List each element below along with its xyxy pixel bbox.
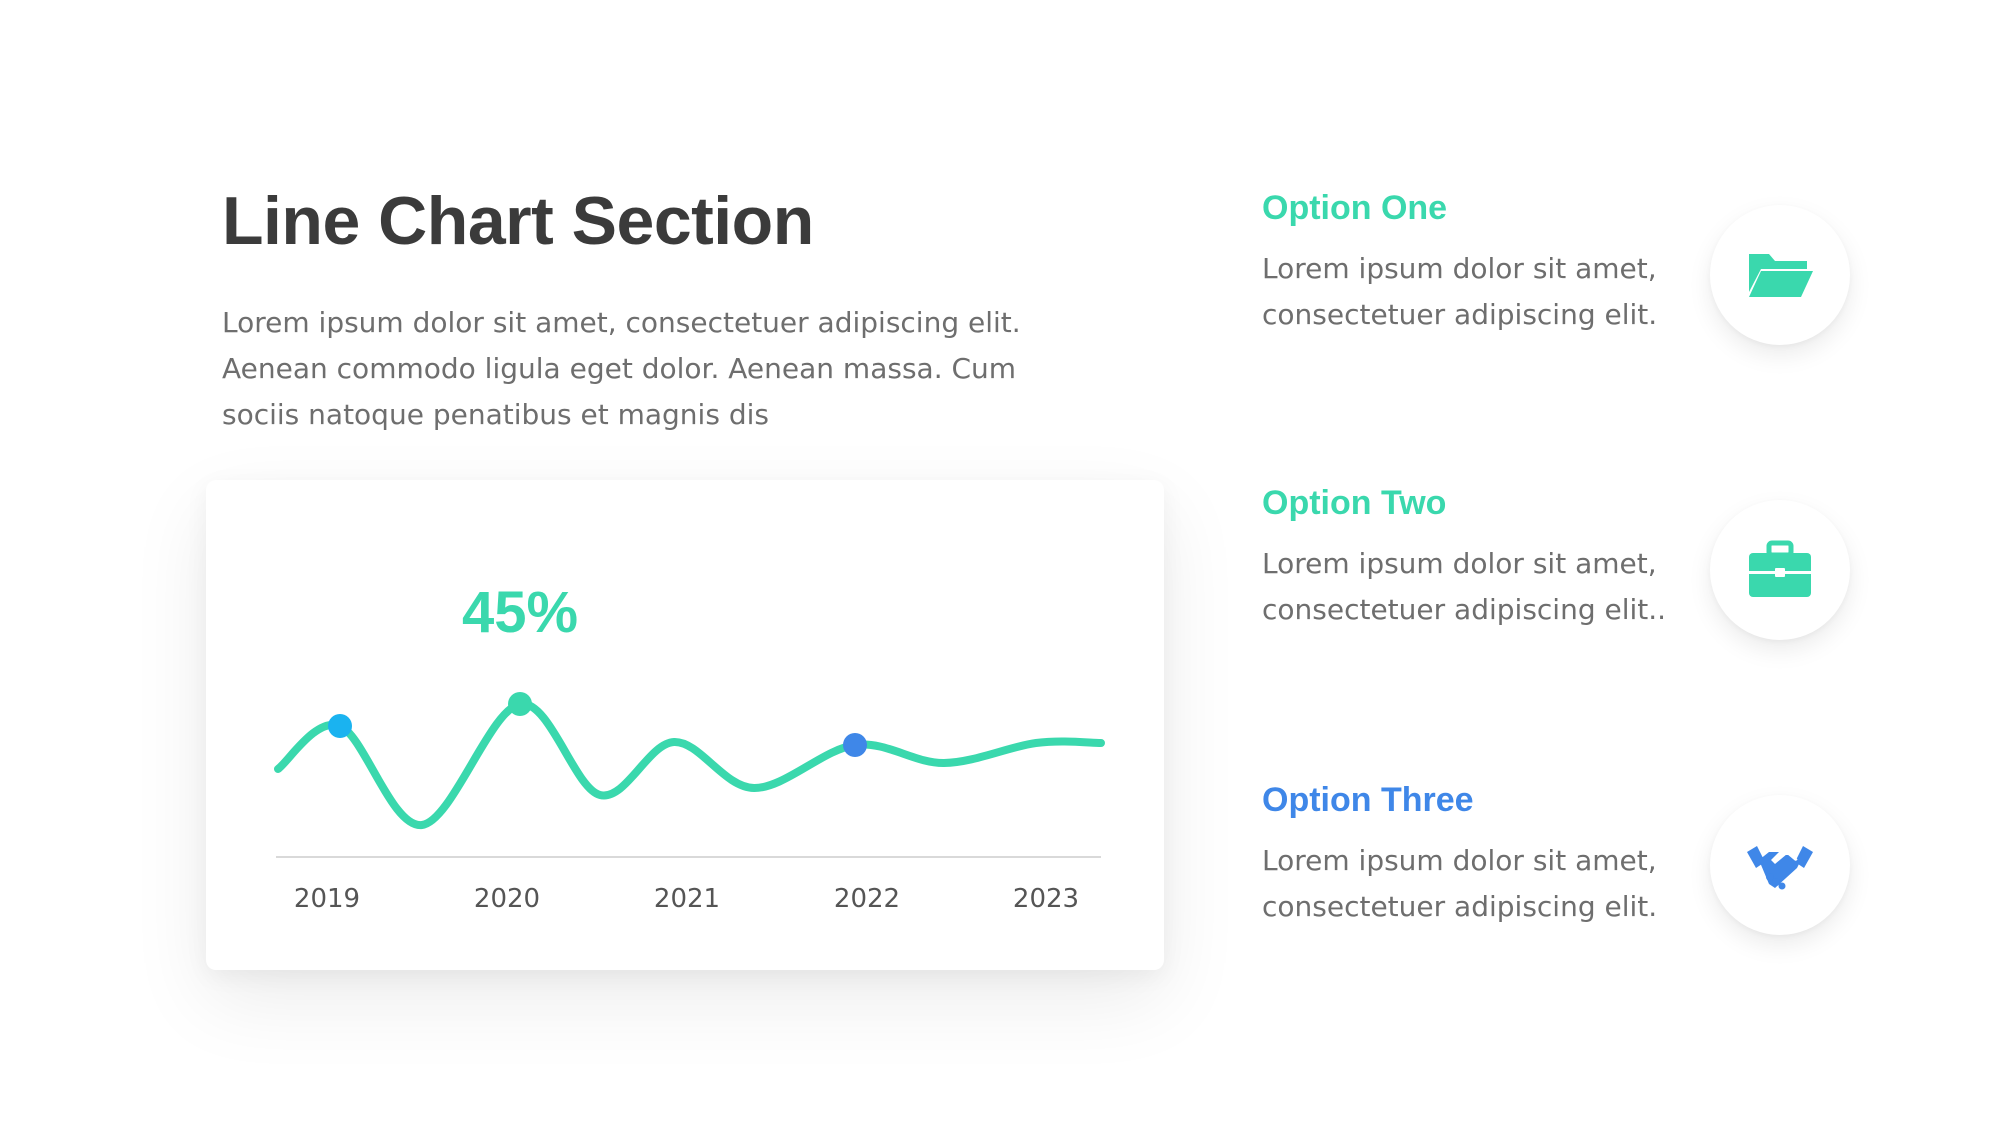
x-tick-label: 2022 xyxy=(834,884,900,914)
handshake-icon xyxy=(1747,846,1813,890)
x-tick-label: 2020 xyxy=(474,884,540,914)
option-one-icon-badge xyxy=(1710,205,1850,345)
line-chart: 45% 2019 2020 2021 2022 2023 xyxy=(274,580,1105,914)
x-tick-label: 2019 xyxy=(294,884,360,914)
briefcase-icon xyxy=(1749,540,1811,597)
point-marker-teal xyxy=(508,692,532,716)
option-two: Option Two Lorem ipsum dolor sit amet, c… xyxy=(1262,483,1682,633)
option-title: Option Three xyxy=(1262,781,1474,819)
option-title: Option Two xyxy=(1262,484,1447,522)
option-text: Lorem ipsum dolor sit amet, consectetuer… xyxy=(1262,547,1667,626)
point-marker-blue xyxy=(843,733,867,757)
x-tick-label: 2021 xyxy=(654,884,720,914)
option-text: Lorem ipsum dolor sit amet, consectetuer… xyxy=(1262,252,1658,331)
option-three-icon-badge xyxy=(1710,795,1850,935)
x-tick-label: 2023 xyxy=(1013,884,1079,914)
option-one: Option One Lorem ipsum dolor sit amet, c… xyxy=(1262,188,1682,338)
slide-description: Lorem ipsum dolor sit amet, consectetuer… xyxy=(222,306,1021,431)
folder-icon xyxy=(1749,254,1813,297)
option-text: Lorem ipsum dolor sit amet, consectetuer… xyxy=(1262,844,1658,923)
point-marker-light-blue xyxy=(328,714,352,738)
chart-card: 45% 2019 2020 2021 2022 2023 xyxy=(206,480,1164,970)
option-two-icon-badge xyxy=(1710,500,1850,640)
highlight-value-label: 45% xyxy=(462,580,578,645)
series-line xyxy=(274,699,1105,829)
option-three: Option Three Lorem ipsum dolor sit amet,… xyxy=(1262,780,1682,930)
slide-title: Line Chart Section xyxy=(222,183,814,259)
option-title: Option One xyxy=(1262,189,1448,227)
